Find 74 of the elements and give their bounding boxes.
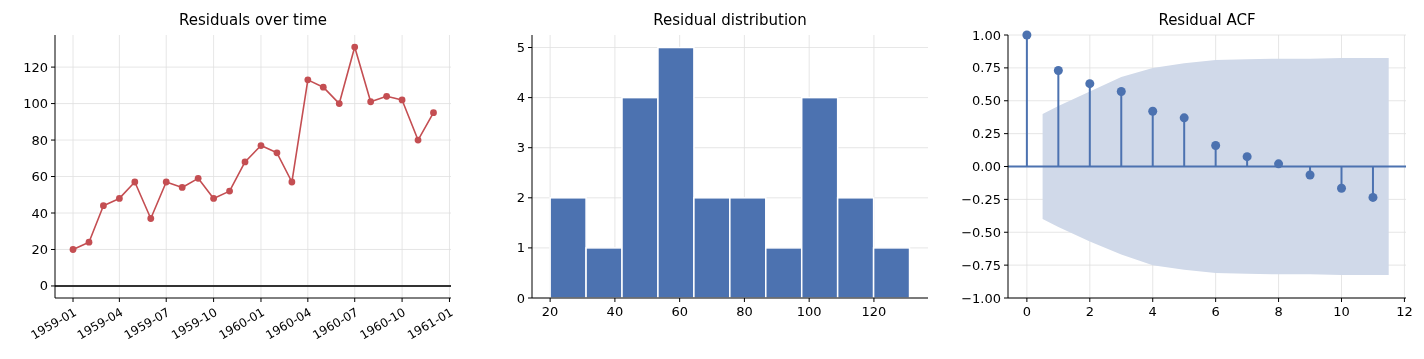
y-tick-label: 80	[31, 132, 48, 148]
point	[178, 184, 186, 191]
point	[147, 215, 155, 222]
point	[257, 142, 265, 149]
point	[194, 174, 202, 182]
y-tick-label: 1.00	[972, 27, 1001, 43]
x-tick-label: 0	[1022, 303, 1032, 319]
point	[1148, 106, 1158, 116]
point	[288, 178, 296, 186]
point	[414, 136, 422, 144]
point	[383, 92, 391, 100]
point	[1179, 113, 1189, 123]
y-tick-label: 2	[516, 190, 525, 206]
y-tick-label: 4	[516, 90, 525, 106]
point	[319, 83, 327, 91]
y-tick-label: 20	[31, 241, 48, 257]
point	[398, 96, 406, 104]
y-tick-label: 0	[39, 278, 48, 294]
point	[241, 158, 249, 166]
point	[1022, 30, 1032, 40]
y-tick-label: 0	[516, 290, 525, 306]
y-tick-label: 40	[31, 205, 48, 221]
x-tick-label: 4	[1148, 303, 1157, 319]
point	[1368, 192, 1378, 202]
point	[100, 202, 107, 210]
point	[1211, 140, 1221, 150]
point	[367, 98, 375, 106]
x-tick-label: 2	[1085, 303, 1094, 319]
point	[351, 43, 359, 51]
y-tick-label: 5	[516, 40, 525, 56]
point	[210, 195, 218, 202]
point	[304, 76, 312, 84]
y-tick-label: −0.25	[961, 191, 1001, 207]
x-tick-label: 10	[1333, 303, 1350, 319]
chart-title: Residuals over time	[178, 11, 328, 29]
x-tick-label: 8	[1274, 303, 1283, 319]
x-tick-label: 6	[1211, 303, 1220, 319]
chart-title: Residual ACF	[1158, 11, 1256, 29]
chart-title: Residual distribution	[653, 11, 807, 29]
y-tick-label: 120	[23, 59, 48, 75]
y-tick-label: −0.50	[961, 224, 1001, 240]
y-tick-label: 0.00	[972, 159, 1001, 174]
point	[1053, 66, 1063, 76]
y-tick-label: 60	[31, 169, 48, 185]
point	[226, 187, 233, 195]
y-tick-label: 100	[23, 96, 48, 112]
point	[85, 238, 93, 246]
x-tick-label: 40	[606, 303, 624, 319]
x-tick-label: 12	[1396, 303, 1413, 319]
point	[1305, 170, 1315, 180]
point	[1337, 183, 1346, 193]
point	[273, 149, 281, 157]
y-tick-label: −0.75	[961, 257, 1001, 273]
point	[1242, 152, 1252, 162]
point	[69, 246, 77, 253]
y-tick-label: 1	[516, 240, 525, 256]
x-tick-label: 100	[796, 303, 822, 319]
x-tick-label: 60	[671, 303, 688, 319]
point	[131, 178, 139, 186]
point	[1085, 79, 1095, 89]
y-tick-label: −1.00	[961, 290, 1001, 306]
x-tick-label: 120	[861, 303, 887, 319]
y-tick-label: 0.50	[972, 93, 1001, 109]
point	[162, 178, 170, 186]
x-tick-label: 20	[541, 303, 559, 319]
x-tick-label: 80	[736, 303, 753, 319]
y-tick-label: 3	[516, 140, 525, 156]
point	[1274, 159, 1284, 169]
y-tick-label: 0.75	[972, 60, 1001, 76]
point	[1116, 87, 1126, 97]
point	[335, 100, 343, 107]
y-tick-label: 0.25	[972, 126, 1001, 142]
point	[115, 195, 123, 202]
point	[430, 109, 437, 117]
